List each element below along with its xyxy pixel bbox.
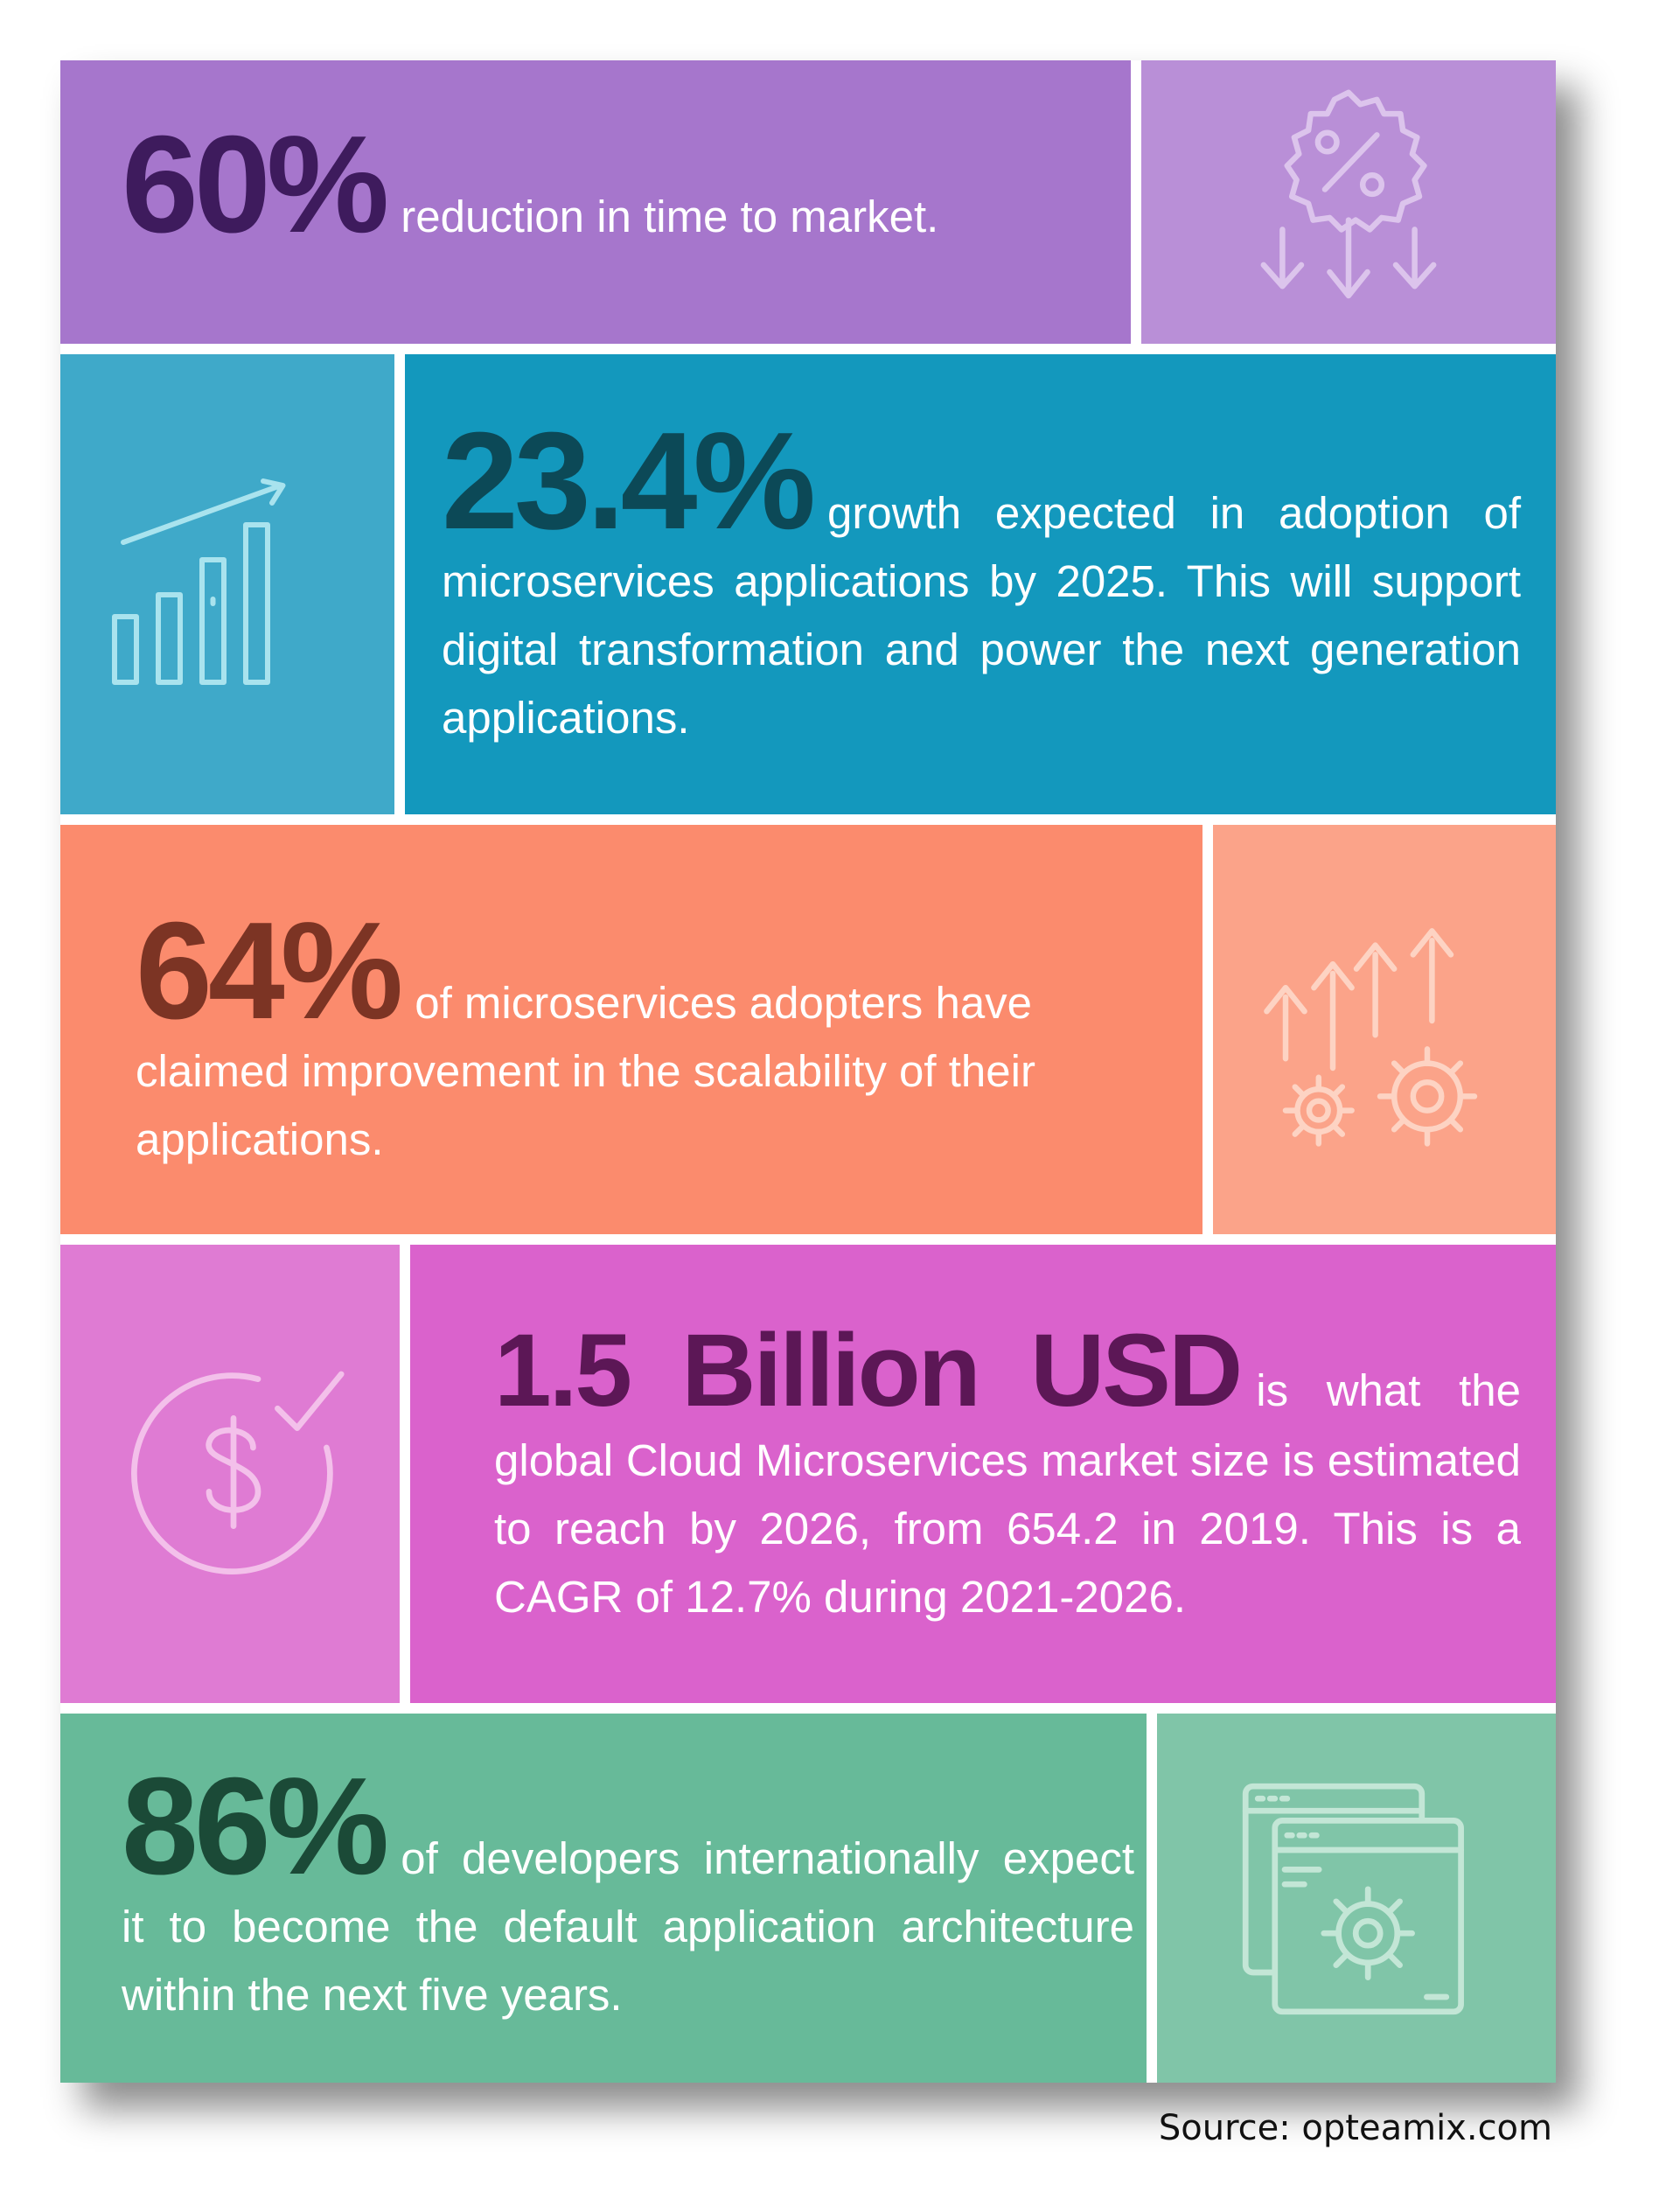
percent-badge-down-arrows-icon — [1230, 83, 1467, 319]
stat-text-block: 64% of microservices adopters have claime… — [136, 902, 1176, 1174]
browser-window-gear-icon — [1236, 1777, 1481, 2021]
stat-description: of developers internationally expect it … — [122, 1833, 1134, 2020]
gears-up-arrows-icon — [1262, 926, 1498, 1162]
stat-description: reduction in time to market. — [401, 192, 939, 241]
stat-description: of microservices adopters have claimed i… — [136, 978, 1035, 1164]
icon-tile-time-to-market — [1141, 60, 1556, 344]
stat-value: 23.4% — [442, 404, 816, 558]
stat-description: growth expected in adoption of microserv… — [442, 488, 1521, 743]
infographic-card: 60% reduction in time to market. — [60, 60, 1556, 2083]
icon-tile-market-size — [60, 1245, 400, 1703]
icon-tile-adoption-growth — [60, 354, 394, 814]
source-credit: Source: opteamix.com — [1158, 2108, 1552, 2148]
icon-tile-scalability — [1213, 825, 1556, 1234]
stat-tile-scalability: 64% of microservices adopters have claime… — [60, 825, 1202, 1234]
stat-value: 64% — [136, 894, 403, 1048]
stat-value: 86% — [122, 1749, 389, 1903]
stat-value: 1.5 Billion USD — [494, 1313, 1243, 1428]
stat-tile-adoption-growth: 23.4% growth expected in adoption of micr… — [405, 354, 1556, 814]
stat-description: is what the global Cloud Microservices m… — [494, 1365, 1521, 1622]
stat-tile-developers: 86% of developers internationally expect … — [60, 1714, 1147, 2083]
stat-tile-market-size: 1.5 Billion USD is what the global Cloud … — [410, 1245, 1556, 1703]
stat-text-block: 60% reduction in time to market. — [122, 115, 1127, 255]
icon-tile-developers — [1157, 1714, 1556, 2083]
stat-text-block: 1.5 Billion USD is what the global Cloud … — [494, 1315, 1521, 1631]
stat-value: 60% — [122, 108, 389, 262]
stat-text-block: 23.4% growth expected in adoption of micr… — [442, 412, 1521, 752]
dollar-refresh-icon — [111, 1350, 356, 1595]
bar-chart-growth-icon — [106, 477, 324, 695]
stat-tile-time-to-market: 60% reduction in time to market. — [60, 60, 1131, 344]
stat-text-block: 86% of developers internationally expect … — [122, 1757, 1134, 2029]
